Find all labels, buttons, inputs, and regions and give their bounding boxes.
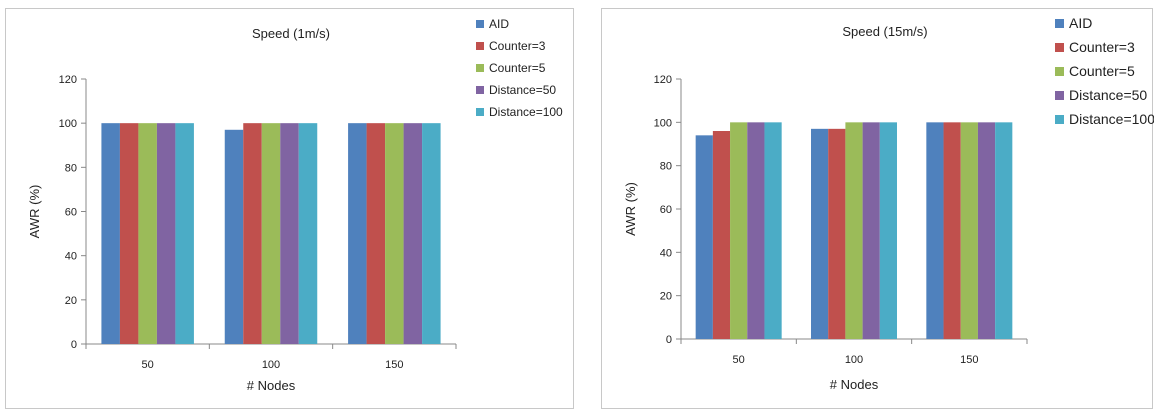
y-tick-label: 120 [59,74,77,86]
bar-counter-5-100 [845,122,863,339]
legend-label: Counter=3 [489,39,546,53]
bar-aid-50 [695,135,713,339]
legend-swatch [1055,67,1064,76]
y-axis-title: AWR (%) [623,182,638,236]
bar-counter-3-150 [943,122,961,339]
y-tick-label: 80 [660,161,672,173]
y-tick-label: 60 [660,204,672,216]
bar-counter-3-150 [366,123,386,345]
y-tick-label: 40 [65,251,77,263]
x-tick-label: 150 [960,354,978,366]
bar-distance-50-50 [747,122,765,339]
y-tick-label: 120 [654,74,672,86]
x-axis-title: # Nodes [247,378,296,393]
y-tick-label: 100 [654,117,672,129]
chart-panel-speed-15ms: Speed (15m/s) 0 20 40 60 80 100 120 AWR (%) 50 100… [601,8,1154,409]
bar-counter-5-150 [960,122,978,339]
legend-label: Counter=5 [1069,63,1135,79]
bar-distance-100-50 [175,123,194,345]
y-tick-label: 0 [666,334,672,346]
bar-distance-50-50 [156,123,176,345]
bar-aid-50 [101,123,120,345]
bar-distance-100-150 [422,123,441,345]
legend-swatch [1055,43,1064,52]
bar-counter-3-100 [243,123,262,345]
legend-swatch [476,64,484,72]
bar-distance-50-100 [862,122,880,339]
y-tick-label: 20 [65,295,77,307]
y-tick-label: 100 [59,118,77,130]
y-tick-label: 0 [71,339,77,351]
chart-svg-speed-1ms: Speed (1m/s) 0 20 40 60 80 100 120 AWR (%) 50 100 1… [27,17,563,393]
legend-swatch [476,86,484,94]
legend-label: AID [489,17,509,31]
legend-label: Distance=100 [1069,111,1154,127]
legend-label: Counter=3 [1069,39,1135,55]
legend-label: Counter=5 [489,61,546,75]
y-tick-label: 60 [65,207,77,219]
bar-distance-100-50 [764,122,782,339]
bar-counter-3-50 [119,123,139,345]
bar-distance-50-100 [280,123,299,345]
x-tick-label: 150 [385,359,403,371]
bar-counter-3-100 [828,128,846,339]
bar-aid-100 [811,128,829,339]
legend-swatch [476,42,484,50]
bar-counter-5-150 [385,123,404,345]
bar-distance-100-100 [879,122,897,339]
legend-swatch [1055,91,1064,100]
legend-label: Distance=50 [1069,87,1147,103]
y-tick-label: 40 [660,247,672,259]
bar-distance-100-100 [298,123,318,345]
legend-label: AID [1069,15,1092,31]
bar-counter-5-100 [261,123,281,345]
chart-panel-speed-1ms: Speed (1m/s) 0 20 40 60 80 100 120 AWR (%) 50 100 1… [5,8,574,409]
x-tick-label: 100 [262,359,280,371]
x-tick-label: 50 [142,359,154,371]
bar-aid-150 [926,122,944,339]
bar-aid-150 [348,123,367,345]
x-tick-label: 50 [733,354,745,366]
legend-label: Distance=100 [489,105,563,119]
legend-swatch [1055,115,1064,124]
chart-title: Speed (15m/s) [842,24,927,39]
y-tick-label: 80 [65,162,77,174]
bar-counter-5-50 [138,123,157,345]
x-axis-title: # Nodes [830,377,879,392]
x-tick-label: 100 [845,354,863,366]
legend-swatch [476,20,484,28]
bar-distance-100-150 [995,122,1013,339]
legend-swatch [1055,19,1064,28]
chart-title: Speed (1m/s) [252,26,330,41]
bar-counter-5-50 [730,122,748,339]
chart-svg-speed-15ms: Speed (15m/s) 0 20 40 60 80 100 120 AWR (%) 50 100… [623,15,1154,392]
bar-distance-50-150 [977,122,996,339]
bar-counter-3-50 [712,131,731,339]
bar-aid-100 [224,129,244,344]
bar-distance-50-150 [403,123,423,345]
legend-swatch [476,108,484,116]
legend-label: Distance=50 [489,83,556,97]
y-tick-label: 20 [660,291,672,303]
y-axis-title: AWR (%) [27,185,42,239]
